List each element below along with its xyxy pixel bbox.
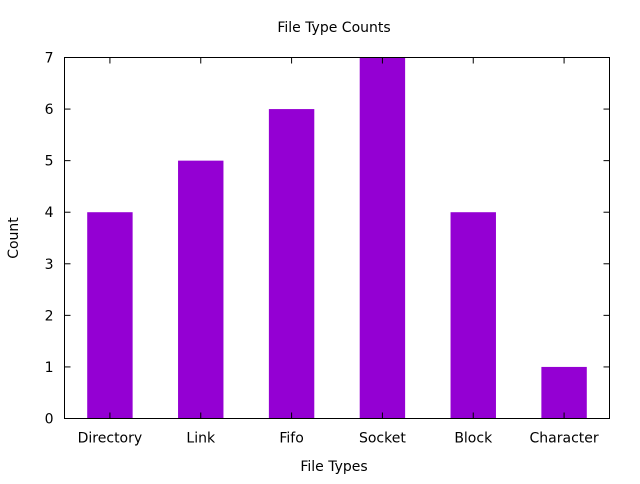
bar-directory (87, 212, 133, 419)
x-tick-label-link: Link (186, 431, 216, 447)
bar-socket (359, 57, 406, 419)
x-tick-label-socket: Socket (359, 431, 406, 447)
bars-layer (87, 57, 587, 419)
y-tick-label: 5 (45, 154, 54, 170)
x-tick-label-block: Block (454, 431, 493, 447)
y-tick-label: 0 (45, 412, 54, 428)
y-tick-label: 3 (45, 257, 54, 273)
y-tick-label: 1 (45, 360, 54, 376)
x-tick-labels: Directory Link Fifo Socket Block Character (78, 431, 599, 447)
y-tick-label: 6 (45, 102, 54, 118)
x-axis-label: File Types (300, 459, 367, 475)
y-tick-label: 2 (45, 308, 54, 324)
x-tick-label-character: Character (530, 431, 599, 447)
plot-frame (64, 57, 610, 419)
bar-link (178, 160, 224, 419)
y-tick-label: 4 (45, 205, 54, 221)
y-tick-labels: 0 1 2 3 4 5 6 7 (45, 51, 54, 428)
y-axis-label: Count (6, 217, 22, 259)
y-tick-label: 7 (45, 51, 54, 67)
ticks-layer (64, 57, 610, 419)
bar-block (450, 212, 496, 419)
chart-title: File Type Counts (277, 20, 390, 36)
x-tick-label-directory: Directory (78, 431, 143, 447)
x-tick-label-fifo: Fifo (279, 431, 303, 447)
bar-fifo (268, 109, 315, 419)
bar-character (541, 366, 587, 419)
